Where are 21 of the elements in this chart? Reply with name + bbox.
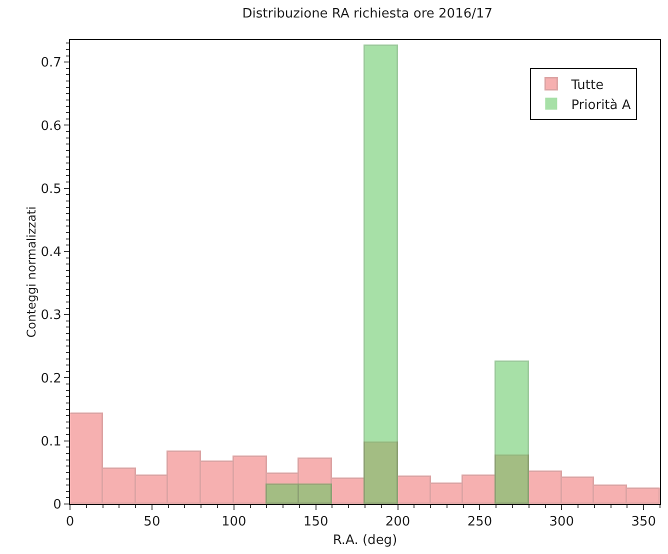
- y-tick-label: 0.3: [40, 308, 62, 324]
- y-tick-label: 0.7: [40, 56, 62, 71]
- y-tick-label: 0.2: [40, 371, 62, 386]
- x-tick-label: 100: [221, 514, 246, 530]
- x-tick-label: 50: [144, 514, 160, 530]
- y-tick-label: 0: [53, 498, 62, 513]
- x-tick-label: 150: [303, 514, 328, 530]
- x-tick-label: 250: [467, 514, 492, 530]
- y-tick-label: 0.4: [40, 245, 62, 260]
- x-tick-label: 300: [549, 514, 574, 530]
- y-axis-title: Conteggi normalizzati: [24, 206, 39, 338]
- legend-label: Tutte: [570, 78, 604, 93]
- x-tick-label: 350: [631, 514, 656, 530]
- legend-label: Priorità A: [571, 98, 631, 113]
- chart-title: Distribuzione RA richiesta ore 2016/17: [242, 6, 493, 22]
- y-tick-label: 0.6: [40, 118, 62, 134]
- x-tick-label: 0: [66, 514, 74, 530]
- x-tick-label: 200: [385, 514, 410, 530]
- y-tick-label: 0.1: [40, 434, 62, 450]
- y-tick-label: 0.5: [40, 182, 62, 197]
- x-axis-title: R.A. (deg): [332, 533, 398, 548]
